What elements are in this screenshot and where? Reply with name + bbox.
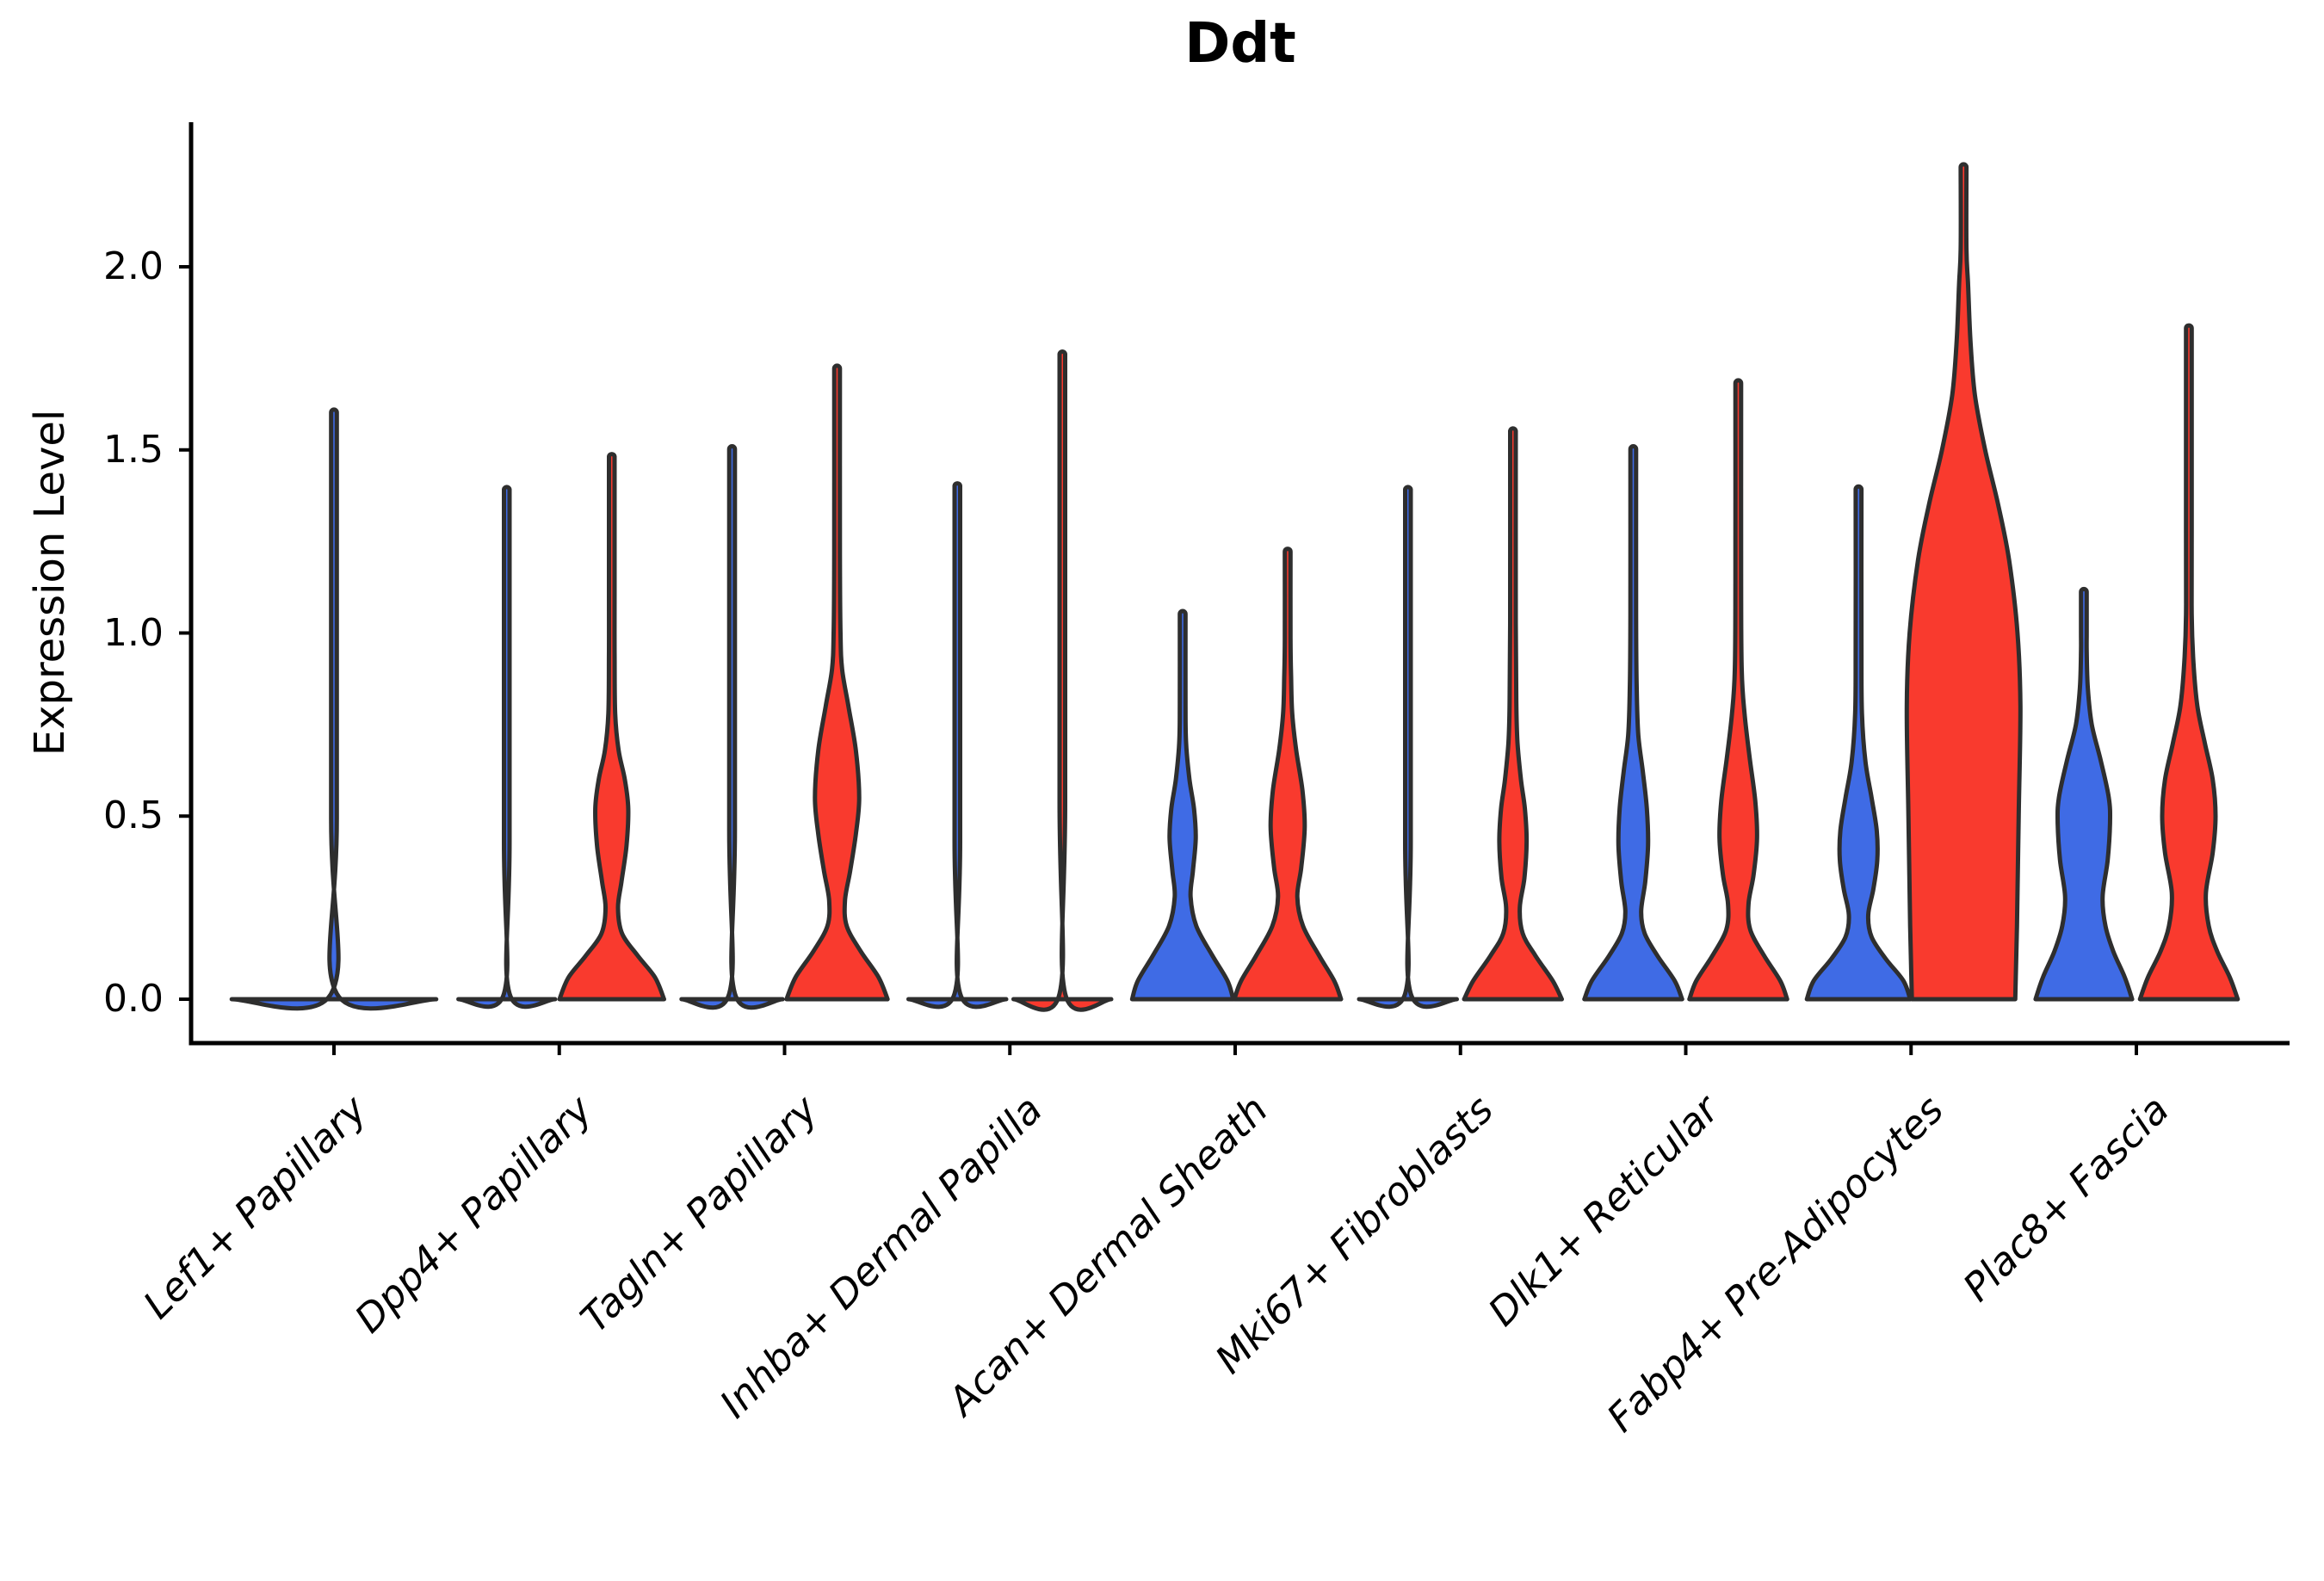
y-tick-label-1.5: 1.5 — [103, 427, 164, 472]
y-tick-label-0.0: 0.0 — [103, 977, 164, 1021]
y-tick-label-1.0: 1.0 — [103, 610, 164, 655]
violin-fabp4-pre-adipocytes-red — [1904, 162, 2023, 1002]
violin-tagln-papillary-blue — [679, 444, 785, 1010]
y-tick-label-2.0: 2.0 — [103, 244, 164, 288]
violin-inhba-dermal-papilla-blue — [906, 481, 1009, 1010]
violin-mki67-fibroblasts-red — [1462, 426, 1564, 1002]
violin-acan-dermal-sheath-blue — [1129, 608, 1236, 1002]
violin-plac8-fascia-red — [2137, 323, 2241, 1002]
y-tick-label-0.5: 0.5 — [103, 794, 164, 838]
violin-inhba-dermal-papilla-red — [1011, 349, 1114, 1012]
violin-dpp4-papillary-blue — [456, 485, 558, 1010]
violin-acan-dermal-sheath-red — [1232, 547, 1344, 1002]
chart-title: Ddt — [1184, 12, 1296, 76]
violin-plot-figure: Ddt Expression Level 0.0 0.5 1.0 1.5 2.0 Lef… — [26, 12, 2290, 1441]
violin-dlk1-reticular-blue — [1582, 444, 1684, 1002]
plot-canvas — [179, 122, 2290, 1055]
violin-fabp4-pre-adipocytes-blue — [1804, 484, 1913, 1002]
violin-mki67-fibroblasts-blue — [1357, 485, 1459, 1010]
violin-tagln-papillary-red — [784, 363, 890, 1002]
violin-dlk1-reticular-red — [1687, 378, 1789, 1002]
violin-lef1-papillary-single — [229, 407, 439, 1011]
violin-plac8-fascia-blue — [2033, 586, 2135, 1002]
violin-dpp4-papillary-red — [557, 452, 666, 1002]
